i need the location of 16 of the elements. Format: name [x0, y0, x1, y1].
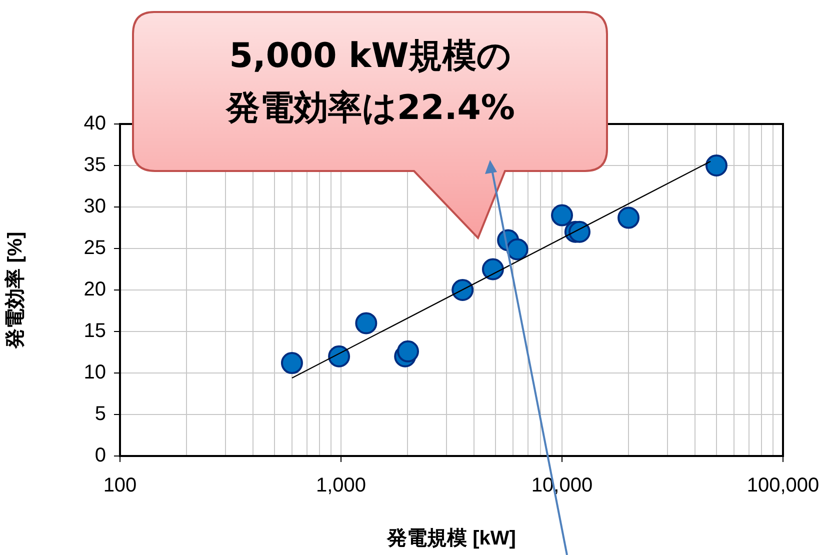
x-tick-label: 100,000	[746, 474, 820, 497]
y-tick-label: 5	[94, 403, 106, 426]
y-axis-title: 発電効率 [%]	[4, 232, 27, 350]
y-tick-label: 25	[84, 237, 106, 260]
annotation: 発電効率は22.4%	[224, 87, 516, 130]
y-tick-label: 30	[84, 196, 106, 218]
x-tick-label: 1,000	[316, 474, 366, 497]
y-tick-label: 20	[84, 278, 106, 301]
x-axis-title: 発電規模 [kW]	[386, 528, 516, 550]
text: 5,000 kW規模の	[228, 35, 513, 78]
x-tick-label: 100	[103, 474, 137, 497]
y-tick-label: 40	[84, 112, 106, 135]
y-tick-label: 15	[84, 320, 106, 342]
y-tick-label: 0	[94, 444, 106, 467]
y-tick-label: 10	[84, 362, 106, 384]
y-tick-label: 35	[84, 154, 106, 176]
